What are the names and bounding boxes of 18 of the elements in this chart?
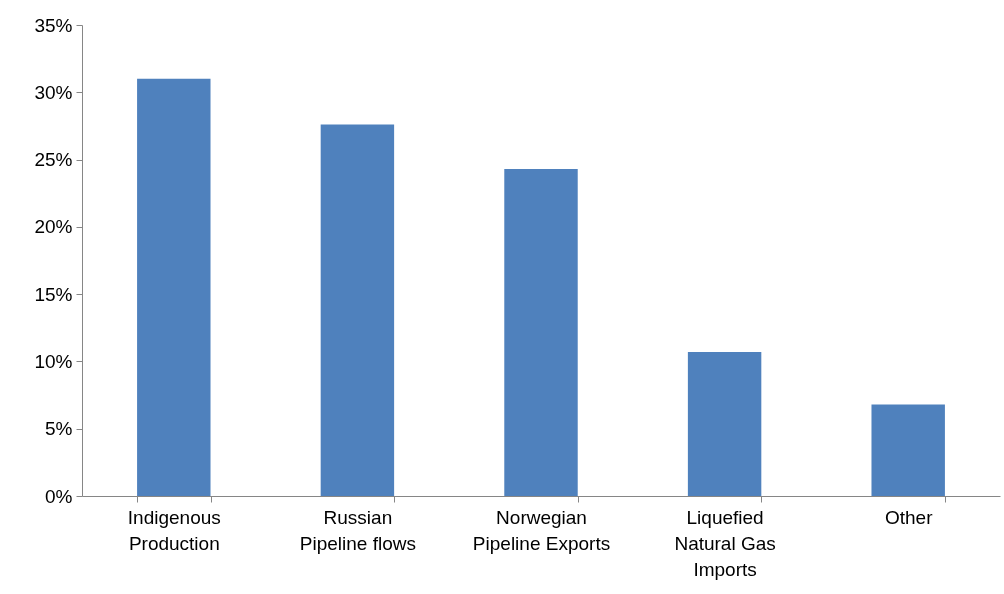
y-tick-label: 0% xyxy=(45,485,73,507)
x-tick-label: Liquefied Natural Gas Imports xyxy=(674,506,776,580)
y-tick-label: 25% xyxy=(34,149,73,171)
y-tick-label: 35% xyxy=(34,14,73,36)
bar xyxy=(504,168,578,496)
y-tick-label: 30% xyxy=(34,81,73,103)
bar xyxy=(871,404,945,496)
y-tick-label: 20% xyxy=(34,216,73,238)
y-tick-label: 5% xyxy=(45,418,73,440)
x-tick-label: Indigenous Production xyxy=(127,506,221,554)
x-tick-label: Russian Pipeline flows xyxy=(299,506,416,554)
x-tick-label: Other xyxy=(884,506,934,528)
y-tick-label: 15% xyxy=(34,283,73,305)
x-tick-label: Norwegian Pipeline Exports xyxy=(472,506,611,554)
bar xyxy=(137,78,211,496)
bar xyxy=(687,352,762,496)
bar xyxy=(320,124,395,496)
y-tick-label: 10% xyxy=(34,350,73,372)
